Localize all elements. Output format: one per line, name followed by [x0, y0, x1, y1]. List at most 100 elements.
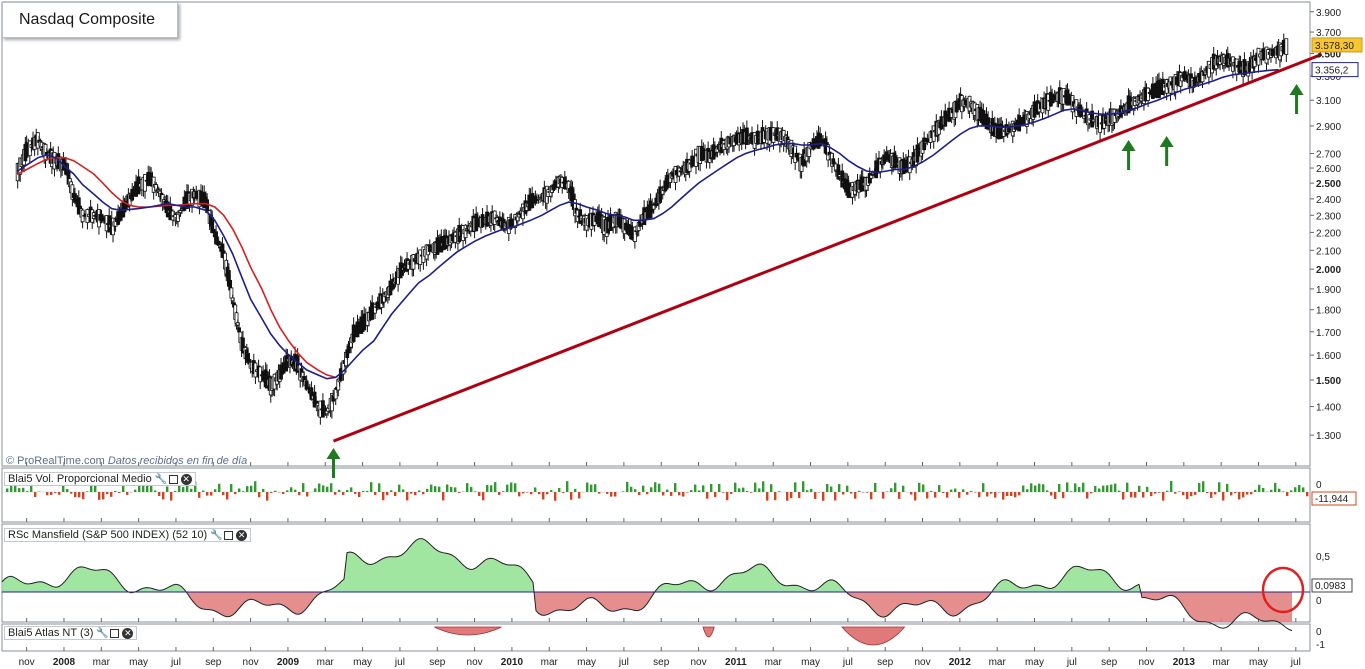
source-credit: © ProRealTime.com Datos recibidos en fin…	[6, 455, 247, 467]
volume-bar	[1238, 492, 1241, 500]
y-tick-label: 2.600	[1316, 164, 1341, 175]
wrench-icon[interactable]: 🔧	[210, 529, 223, 541]
volume-bar	[730, 492, 733, 494]
volume-bar	[842, 492, 845, 495]
price-candle-body	[143, 174, 147, 192]
volume-bar	[610, 492, 613, 497]
volume-bar	[762, 481, 765, 492]
volume-bar	[626, 481, 629, 492]
volume-bar	[134, 489, 137, 492]
volume-bar	[806, 490, 809, 492]
volume-bar	[234, 492, 237, 495]
volume-bar	[154, 490, 157, 492]
volume-bar	[690, 490, 693, 492]
volume-bar	[682, 492, 685, 497]
volume-bar	[978, 492, 981, 498]
volume-bar	[850, 492, 853, 494]
volume-bar	[622, 491, 625, 492]
volume-bar	[438, 486, 441, 492]
x-tick-label: sep	[877, 657, 894, 668]
volume-bar	[110, 492, 113, 497]
volume-bar	[654, 482, 657, 492]
volume-bar	[986, 492, 989, 497]
volume-bar	[1278, 488, 1281, 492]
volume-bar	[890, 488, 893, 492]
y-tick-label: 1.600	[1316, 351, 1341, 362]
volume-bar	[1306, 492, 1309, 497]
volume-bar	[1030, 483, 1033, 492]
volume-bar	[338, 489, 341, 492]
volume-bar	[722, 492, 725, 493]
volume-bar	[354, 492, 357, 494]
volume-bar	[542, 492, 545, 500]
maximize-icon[interactable]	[224, 530, 234, 540]
volume-bar	[1126, 482, 1129, 492]
volume-bar	[50, 492, 53, 495]
volume-bar	[974, 492, 977, 493]
volume-bar	[1122, 492, 1125, 500]
atlas-area	[434, 626, 502, 636]
volume-bar	[486, 485, 489, 492]
wrench-icon[interactable]: 🔧	[96, 627, 109, 639]
close-icon[interactable]: ✕	[236, 529, 248, 541]
x-tick-label: nov	[1138, 657, 1154, 668]
volume-bar	[1286, 492, 1289, 496]
volume-bar	[1106, 485, 1109, 492]
volume-bar	[162, 492, 165, 500]
volume-bar	[454, 487, 457, 492]
atlas-panel-title-text: Blai5 Atlas NT (3)	[8, 627, 94, 639]
volume-bar	[518, 492, 521, 497]
volume-bar	[158, 492, 161, 496]
volume-bar	[1258, 484, 1261, 492]
volume-bar	[590, 484, 593, 492]
price-candle-body	[27, 140, 32, 157]
volume-bar	[1070, 491, 1073, 492]
volume-bar	[1138, 485, 1141, 492]
volume-bar	[514, 483, 517, 492]
volume-bar	[1198, 483, 1201, 492]
volume-bar	[526, 492, 529, 493]
volume-bar	[650, 487, 653, 492]
rsc-last-label: 0,0983	[1315, 581, 1346, 592]
volume-bar	[1222, 492, 1225, 501]
y-tick-label: 2.700	[1316, 149, 1341, 160]
volume-bar	[210, 492, 213, 496]
x-tick-label: nov	[19, 657, 35, 668]
volume-bar	[246, 486, 249, 492]
y-tick-label: 2.500	[1316, 179, 1341, 190]
volume-bar	[954, 488, 957, 492]
volume-bar	[258, 492, 261, 498]
volume-bar	[202, 490, 205, 492]
volume-bar	[222, 492, 225, 496]
volume-bar	[678, 492, 681, 496]
volume-bar	[1242, 492, 1245, 498]
close-icon[interactable]: ✕	[180, 473, 192, 485]
volume-bar	[370, 482, 373, 492]
volume-bar	[1086, 492, 1089, 499]
wrench-icon[interactable]: 🔧	[154, 473, 168, 485]
maximize-icon[interactable]	[110, 628, 120, 638]
volume-bar	[966, 492, 969, 495]
volume-bar	[938, 485, 941, 492]
volume-bar	[402, 489, 405, 492]
maximize-icon[interactable]	[168, 474, 178, 484]
volume-bar	[510, 482, 513, 492]
panel-frame	[1, 623, 1311, 652]
volume-bar	[298, 492, 301, 496]
x-tick-label: may	[1025, 657, 1044, 668]
volume-bar	[930, 491, 933, 492]
volume-bar	[318, 483, 321, 492]
volume-bar	[470, 486, 473, 492]
volume-bar	[1210, 492, 1213, 498]
volume-bar	[262, 488, 265, 492]
volume-bar	[194, 481, 197, 492]
volume-bar	[674, 483, 677, 492]
volume-bar	[1230, 492, 1233, 496]
volume-bar	[958, 492, 961, 498]
volume-bar	[1026, 489, 1029, 492]
volume-bar	[1102, 485, 1105, 492]
volume-bar	[1194, 492, 1197, 495]
volume-bar	[66, 489, 69, 492]
close-icon[interactable]: ✕	[122, 627, 134, 639]
volume-bar	[58, 492, 61, 495]
